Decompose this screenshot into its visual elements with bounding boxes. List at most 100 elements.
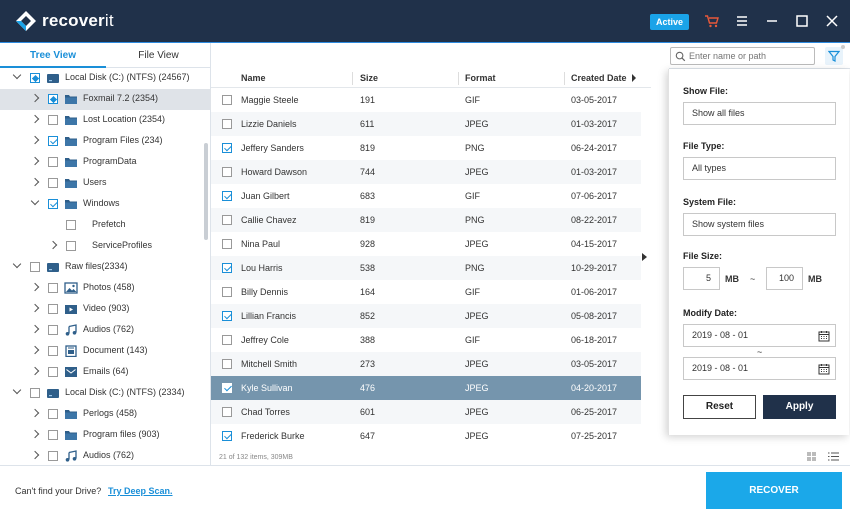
tree-checkbox[interactable] xyxy=(48,304,58,314)
chevron-right-icon[interactable] xyxy=(30,429,40,439)
filter-button[interactable] xyxy=(825,45,845,65)
chevron-right-icon[interactable] xyxy=(30,450,40,460)
row-checkbox[interactable] xyxy=(222,287,232,297)
table-row[interactable]: Jeffery Sanders 819 PNG 06-24-2017 xyxy=(211,136,641,160)
tree-item[interactable]: Lost Location (2354) xyxy=(0,110,211,131)
tree-checkbox[interactable] xyxy=(48,94,58,104)
row-checkbox[interactable] xyxy=(222,167,232,177)
tree-item[interactable]: Document (143) xyxy=(0,341,211,362)
tree-item[interactable]: Photos (458) xyxy=(0,278,211,299)
tree-item[interactable]: ProgramData xyxy=(0,152,211,173)
chevron-right-icon[interactable] xyxy=(30,114,40,124)
row-checkbox[interactable] xyxy=(222,311,232,321)
chevron-down-icon[interactable] xyxy=(12,259,22,269)
deep-scan-link[interactable]: Try Deep Scan. xyxy=(108,486,173,496)
tree-item[interactable]: Emails (64) xyxy=(0,362,211,383)
table-row[interactable]: Chad Torres 601 JPEG 06-25-2017 xyxy=(211,400,641,424)
row-checkbox[interactable] xyxy=(222,407,232,417)
tree-checkbox[interactable] xyxy=(48,325,58,335)
tree-checkbox[interactable] xyxy=(48,367,58,377)
column-created-date[interactable]: Created Date xyxy=(571,73,627,83)
table-row[interactable]: Maggie Steele 191 GIF 03-05-2017 xyxy=(211,88,641,112)
system-file-select[interactable]: Show system files xyxy=(683,213,836,236)
date-from-input[interactable]: 2019 - 08 - 01 xyxy=(683,324,836,347)
tree-checkbox[interactable] xyxy=(48,157,58,167)
tree-checkbox[interactable] xyxy=(66,241,76,251)
tree-item[interactable]: Video (903) xyxy=(0,299,211,320)
row-checkbox[interactable] xyxy=(222,143,232,153)
size-min-input[interactable]: 5 xyxy=(683,267,720,290)
tree-checkbox[interactable] xyxy=(48,115,58,125)
column-size[interactable]: Size xyxy=(360,73,379,83)
minimize-icon[interactable] xyxy=(764,13,780,29)
chevron-right-icon[interactable] xyxy=(30,282,40,292)
show-file-select[interactable]: Show all files xyxy=(683,102,836,125)
chevron-down-icon[interactable] xyxy=(30,196,40,206)
tree-checkbox[interactable] xyxy=(48,409,58,419)
calendar-icon[interactable] xyxy=(818,363,830,375)
chevron-right-icon[interactable] xyxy=(30,177,40,187)
row-checkbox[interactable] xyxy=(222,263,232,273)
row-checkbox[interactable] xyxy=(222,191,232,201)
table-row[interactable]: Lou Harris 538 PNG 10-29-2017 xyxy=(211,256,641,280)
tree-item[interactable]: Perlogs (458) xyxy=(0,404,211,425)
tree-item[interactable]: Prefetch xyxy=(0,215,211,236)
tree-checkbox[interactable] xyxy=(30,262,40,272)
tree-checkbox[interactable] xyxy=(48,136,58,146)
table-row[interactable]: Juan Gilbert 683 GIF 07-06-2017 xyxy=(211,184,641,208)
chevron-right-icon[interactable] xyxy=(30,156,40,166)
chevron-right-icon[interactable] xyxy=(30,135,40,145)
size-max-input[interactable]: 100 xyxy=(766,267,803,290)
tree-checkbox[interactable] xyxy=(66,220,76,230)
row-checkbox[interactable] xyxy=(222,119,232,129)
chevron-right-icon[interactable] xyxy=(30,345,40,355)
table-row[interactable]: Lillian Francis 852 JPEG 05-08-2017 xyxy=(211,304,641,328)
active-status-badge[interactable]: Active xyxy=(650,14,689,30)
chevron-down-icon[interactable] xyxy=(12,385,22,395)
chevron-right-icon[interactable] xyxy=(48,240,58,250)
row-checkbox[interactable] xyxy=(222,335,232,345)
tree-item[interactable]: Audios (762) xyxy=(0,320,211,341)
tree-checkbox[interactable] xyxy=(48,178,58,188)
row-checkbox[interactable] xyxy=(222,383,232,393)
tree-item[interactable]: Program Files (234) xyxy=(0,131,211,152)
calendar-icon[interactable] xyxy=(818,330,830,342)
table-row[interactable]: Billy Dennis 164 GIF 01-06-2017 xyxy=(211,280,641,304)
tree-item[interactable]: Foxmail 7.2 (2354) xyxy=(0,89,211,110)
tree-checkbox[interactable] xyxy=(48,430,58,440)
tree-item[interactable]: Program files (903) xyxy=(0,425,211,446)
chevron-right-icon[interactable] xyxy=(30,93,40,103)
maximize-icon[interactable] xyxy=(794,13,810,29)
tree-item[interactable]: Local Disk (C:) (NTFS) (2334) xyxy=(0,383,211,404)
chevron-right-icon[interactable] xyxy=(30,303,40,313)
tree-scrollbar[interactable] xyxy=(204,143,208,240)
table-row[interactable]: Lizzie Daniels 611 JPEG 01-03-2017 xyxy=(211,112,641,136)
table-row[interactable]: Kyle Sullivan 476 JPEG 04-20-2017 xyxy=(211,376,641,400)
sort-arrow-icon[interactable] xyxy=(631,74,637,82)
search-box[interactable] xyxy=(670,47,815,65)
tree-checkbox[interactable] xyxy=(30,388,40,398)
tree-item[interactable]: Raw files(2334) xyxy=(0,257,211,278)
table-row[interactable]: Howard Dawson 744 JPEG 01-03-2017 xyxy=(211,160,641,184)
cart-icon[interactable] xyxy=(704,13,720,29)
chevron-right-icon[interactable] xyxy=(30,408,40,418)
chevron-right-icon[interactable] xyxy=(30,366,40,376)
date-to-input[interactable]: 2019 - 08 - 01 xyxy=(683,357,836,380)
menu-icon[interactable] xyxy=(734,13,750,29)
tree-item[interactable]: Users xyxy=(0,173,211,194)
recover-button[interactable]: RECOVER xyxy=(706,472,842,509)
row-checkbox[interactable] xyxy=(222,359,232,369)
table-row[interactable]: Jeffrey Cole 388 GIF 06-18-2017 xyxy=(211,328,641,352)
tab-tree-view[interactable]: Tree View xyxy=(0,43,106,68)
table-row[interactable]: Nina Paul 928 JPEG 04-15-2017 xyxy=(211,232,641,256)
tree-item[interactable]: Local Disk (C:) (NTFS) (24567) xyxy=(0,68,211,89)
chevron-right-icon[interactable] xyxy=(30,324,40,334)
table-row[interactable]: Callie Chavez 819 PNG 08-22-2017 xyxy=(211,208,641,232)
collapse-panel-arrow-icon[interactable] xyxy=(642,253,647,261)
tree-checkbox[interactable] xyxy=(48,199,58,209)
close-icon[interactable] xyxy=(824,13,840,29)
table-row[interactable]: Mitchell Smith 273 JPEG 03-05-2017 xyxy=(211,352,641,376)
tree-item[interactable]: Windows xyxy=(0,194,211,215)
tab-file-view[interactable]: File View xyxy=(138,50,179,61)
row-checkbox[interactable] xyxy=(222,215,232,225)
